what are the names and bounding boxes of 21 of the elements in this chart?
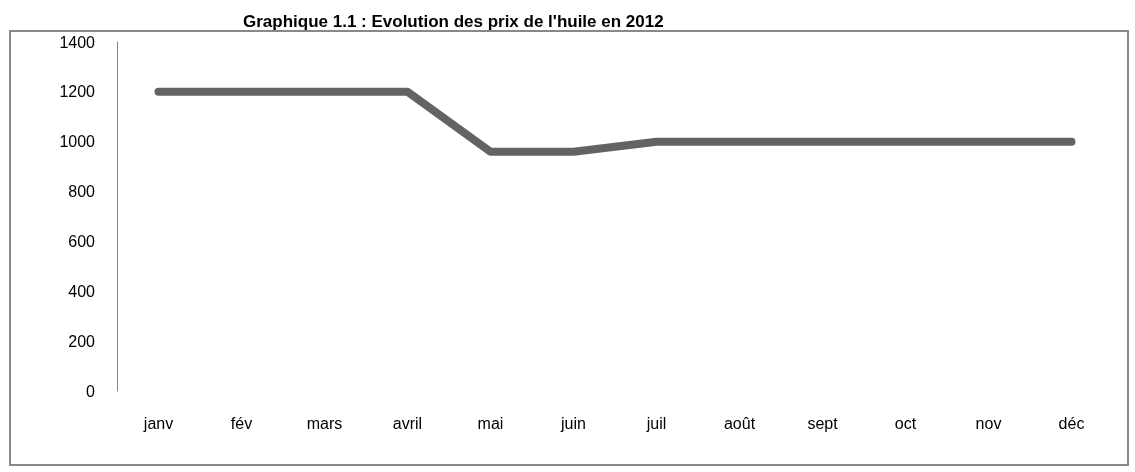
y-tick-label: 0 [86,382,96,400]
y-tick-label: 1400 [59,33,96,51]
x-tick-label: janv [142,414,174,432]
x-tick-label: déc [1058,414,1085,432]
x-tick-label: nov [975,414,1002,432]
x-tick-label: mai [477,414,504,432]
chart-title: Graphique 1.1 : Evolution des prix de l'huile en 2012 [243,12,664,31]
y-tick-label: 200 [68,332,96,350]
y-tick-label: 1200 [59,83,96,101]
x-tick-label: avril [392,414,423,432]
x-tick-label: fév [230,414,253,432]
y-tick-label: 400 [68,282,96,300]
x-tick-label: juil [645,414,667,432]
x-tick-label: juin [560,414,586,432]
y-tick-label: 1000 [59,133,96,151]
x-tick-label: mars [306,414,343,432]
x-tick-label: août [723,414,756,432]
x-tick-label: sept [807,414,839,432]
y-tick-label: 600 [68,232,96,250]
x-tick-label: oct [894,414,917,432]
y-tick-label: 800 [68,183,96,201]
